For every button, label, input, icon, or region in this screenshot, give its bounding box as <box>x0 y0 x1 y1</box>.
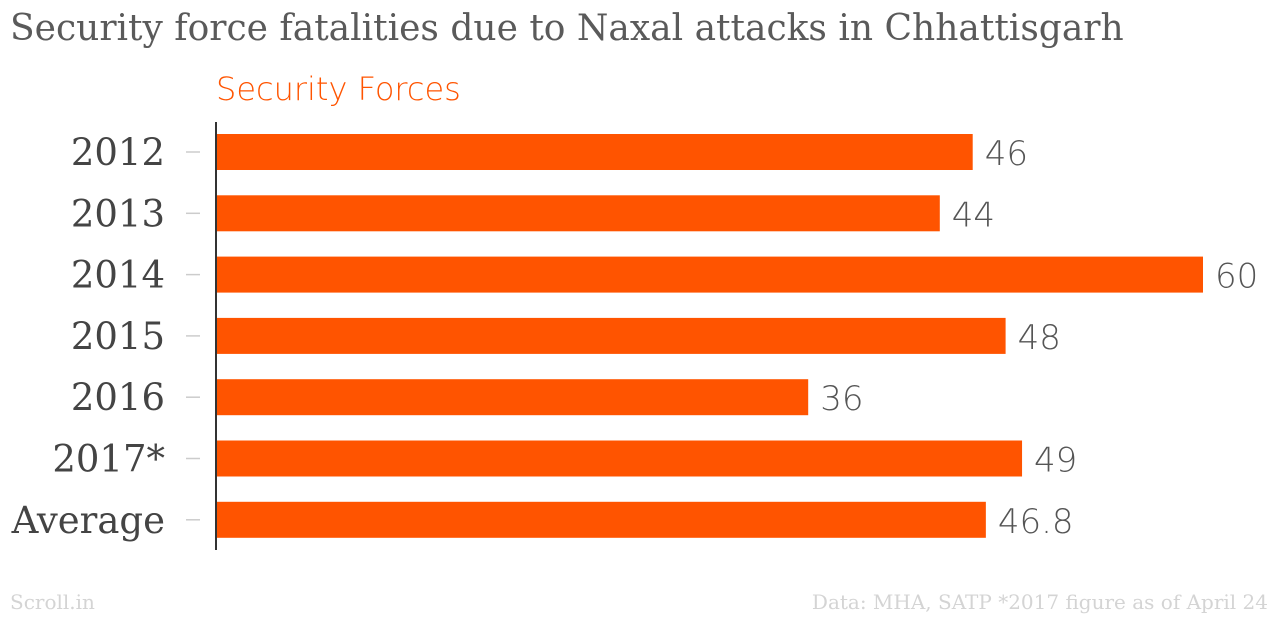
category-label: 2016 <box>71 376 165 419</box>
plot-area: 2012 46 2013 44 2014 60 2015 48 2016 36 2017* 49 Ave… <box>11 122 1258 550</box>
bar <box>217 134 973 170</box>
bar <box>217 317 1006 354</box>
series-label: Security Forces <box>216 70 461 108</box>
category-label: 2014 <box>71 254 165 297</box>
value-label: 60 <box>1215 257 1258 297</box>
category-label: Average <box>11 499 165 542</box>
value-label: 48 <box>1018 318 1061 358</box>
category-label: 2017* <box>52 438 165 481</box>
publisher-credit: Scroll.in <box>10 590 95 614</box>
bar <box>217 501 986 538</box>
value-label: 36 <box>820 379 863 419</box>
bar <box>217 195 940 232</box>
category-label: 2013 <box>71 192 165 235</box>
value-label: 44 <box>952 195 995 235</box>
bar <box>217 440 1023 477</box>
value-label: 46.8 <box>998 502 1074 542</box>
category-label: 2012 <box>71 131 165 174</box>
value-label: 46 <box>985 134 1028 174</box>
chart-title: Security force fatalities due to Naxal a… <box>10 8 1124 49</box>
data-source-note: Data: MHA, SATP *2017 figure as of April… <box>811 590 1268 614</box>
value-label: 49 <box>1034 441 1077 481</box>
bar <box>217 379 809 416</box>
category-label: 2015 <box>71 315 165 358</box>
bar <box>217 256 1203 293</box>
